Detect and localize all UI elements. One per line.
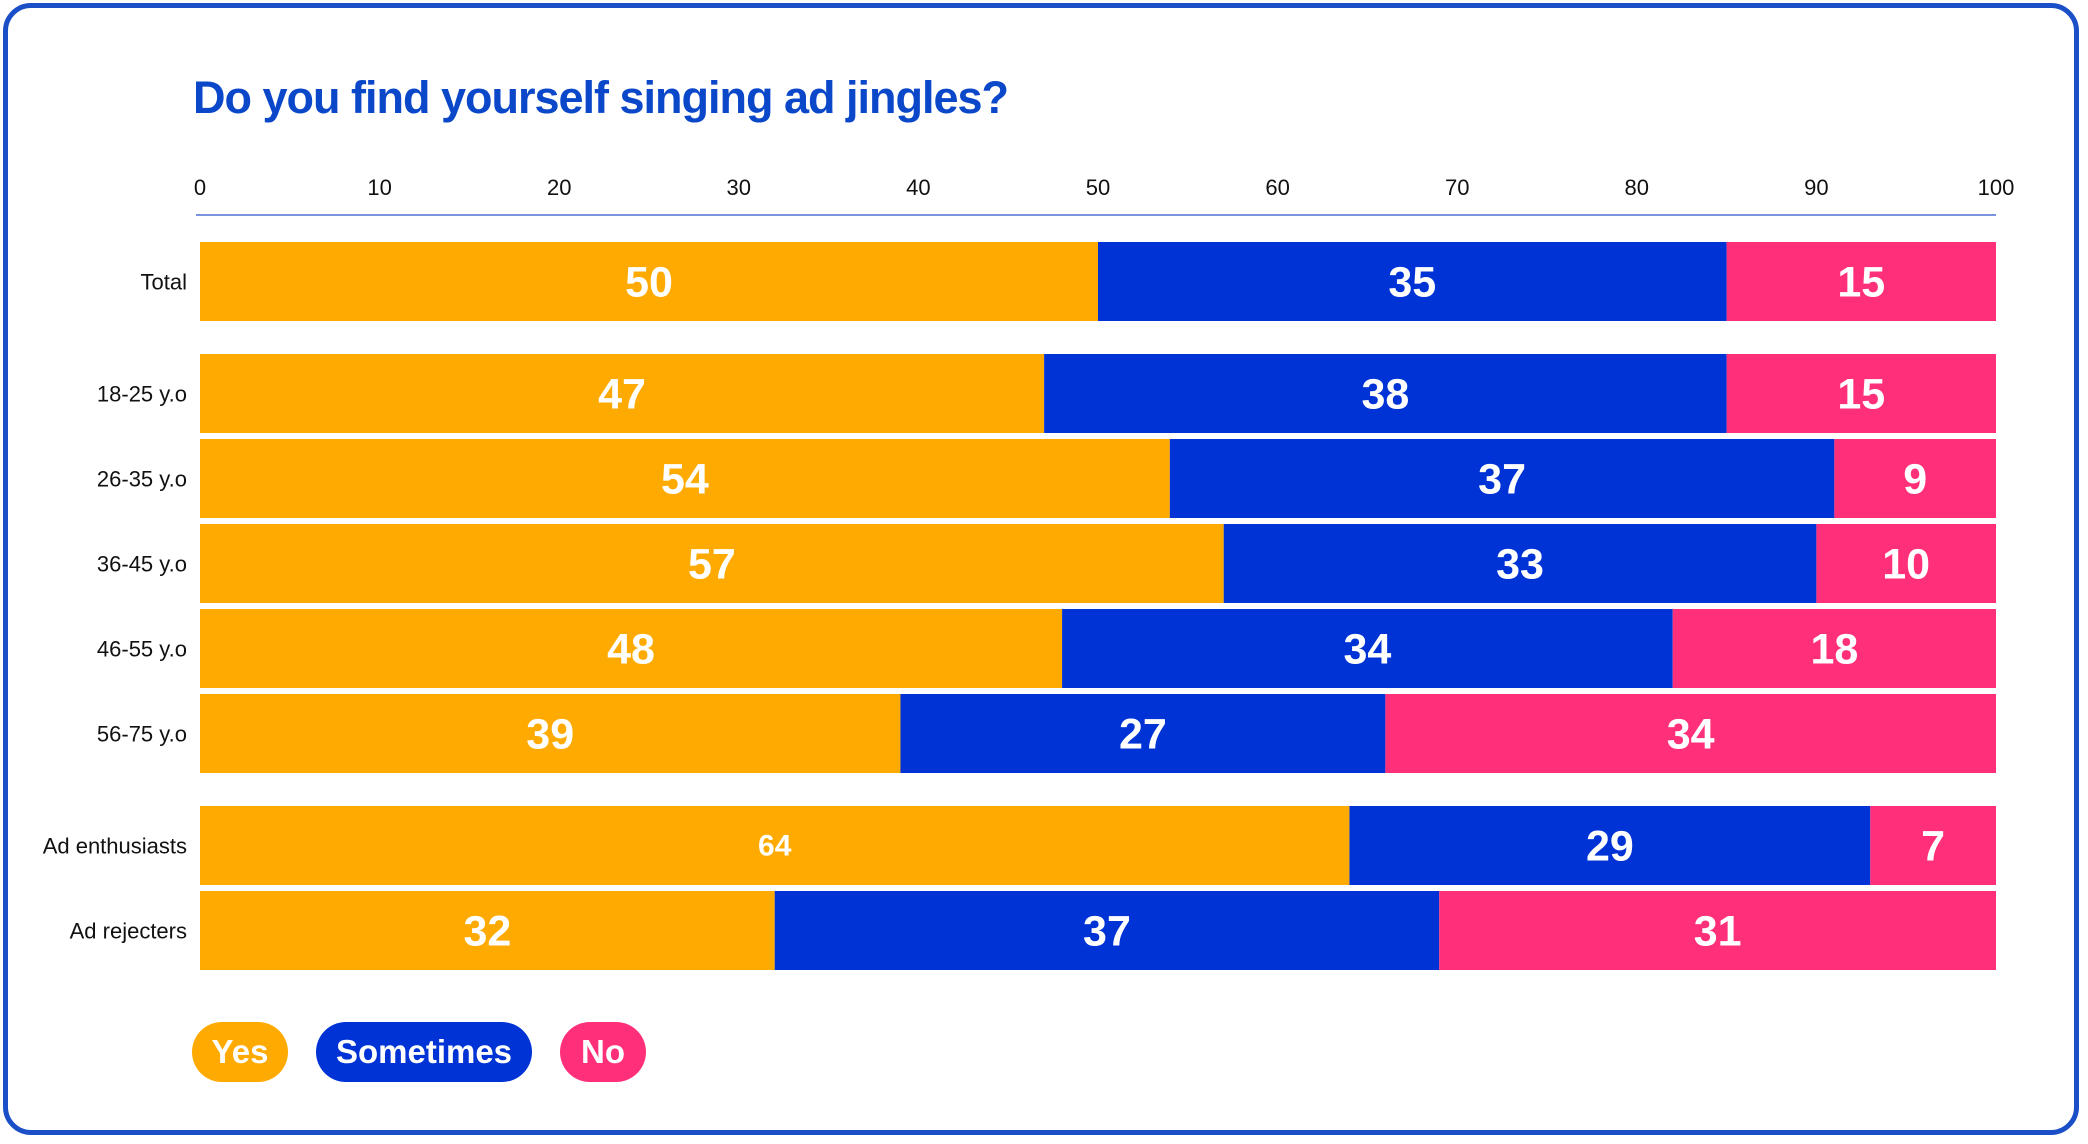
data-label: 35: [1388, 259, 1436, 307]
legend-yes[interactable]: Yes: [192, 1022, 288, 1082]
x-tick-label: 10: [367, 175, 391, 200]
bar-segment-no: [1870, 806, 1996, 885]
bar-segment-sometimes: [1169, 439, 1835, 518]
category-label: 26-35 y.o: [97, 467, 187, 492]
data-label: 37: [1478, 456, 1526, 504]
chart-title: Do you find yourself singing ad jingles?: [193, 72, 1009, 123]
data-label: 54: [661, 456, 709, 504]
x-tick-label: 30: [727, 175, 751, 200]
bar-segment-sometimes: [1349, 806, 1871, 885]
data-label: 57: [688, 541, 736, 589]
bar-segment-yes: [200, 891, 775, 970]
x-tick-label: 60: [1265, 175, 1289, 200]
bar-segment-yes: [200, 524, 1224, 603]
bar-segment-no: [1385, 694, 1996, 773]
category-label: 46-55 y.o: [97, 637, 187, 662]
legend-sometimes[interactable]: Sometimes: [316, 1022, 532, 1082]
category-label: 18-25 y.o: [97, 382, 187, 407]
legend: Yes Sometimes No: [192, 1022, 646, 1082]
data-label: 15: [1837, 371, 1885, 419]
bar-segment-no: [1672, 609, 1996, 688]
data-label: 33: [1496, 541, 1544, 589]
data-label: 29: [1586, 823, 1634, 871]
category-label: 36-45 y.o: [97, 552, 187, 577]
data-label: 31: [1694, 908, 1742, 956]
category-label: Ad enthusiasts: [43, 834, 187, 859]
data-label: 34: [1667, 711, 1715, 759]
data-label: 27: [1119, 711, 1167, 759]
bar-segment-no: [1834, 439, 1996, 518]
bar-segment-sometimes: [1098, 242, 1727, 321]
chart-frame: [3, 3, 2079, 1135]
bar-segment-yes: [200, 354, 1045, 433]
x-tick-label: 50: [1086, 175, 1110, 200]
data-label: 38: [1361, 371, 1409, 419]
data-label: 9: [1903, 456, 1927, 504]
category-label: Ad rejecters: [70, 919, 187, 944]
bar-segment-sometimes: [774, 891, 1440, 970]
legend-no[interactable]: No: [560, 1022, 646, 1082]
x-tick-label: 70: [1445, 175, 1469, 200]
bar-segment-yes: [200, 609, 1063, 688]
data-label: 34: [1343, 626, 1391, 674]
bar-segment-no: [1439, 891, 1996, 970]
bar-segment-sometimes: [1223, 524, 1817, 603]
x-tick-label: 40: [906, 175, 930, 200]
data-label: 50: [625, 259, 673, 307]
data-label: 10: [1882, 541, 1930, 589]
bar-segment-yes: [200, 242, 1098, 321]
bar-segment-yes: [200, 694, 901, 773]
data-label: 47: [598, 371, 646, 419]
bar-segment-yes: [200, 806, 1350, 885]
data-label: 39: [526, 711, 574, 759]
bar-segment-sometimes: [1062, 609, 1673, 688]
bar-segment-no: [1726, 242, 1996, 321]
data-label: 18: [1810, 626, 1858, 674]
x-tick-label: 90: [1804, 175, 1828, 200]
data-label: 64: [758, 830, 792, 863]
x-tick-label: 0: [194, 175, 206, 200]
data-label: 7: [1921, 823, 1945, 871]
bar-segment-sometimes: [900, 694, 1386, 773]
bar-segment-sometimes: [1044, 354, 1727, 433]
data-label: 32: [463, 908, 511, 956]
bar-segment-no: [1726, 354, 1996, 433]
category-label: 56-75 y.o: [97, 722, 187, 747]
x-tick-label: 20: [547, 175, 571, 200]
x-tick-label: 100: [1978, 175, 2015, 200]
data-label: 15: [1837, 259, 1885, 307]
bar-segment-no: [1816, 524, 1996, 603]
x-tick-label: 80: [1625, 175, 1649, 200]
data-label: 48: [607, 626, 655, 674]
category-label: Total: [141, 270, 187, 295]
data-label: 37: [1083, 908, 1131, 956]
bar-segment-yes: [200, 439, 1170, 518]
